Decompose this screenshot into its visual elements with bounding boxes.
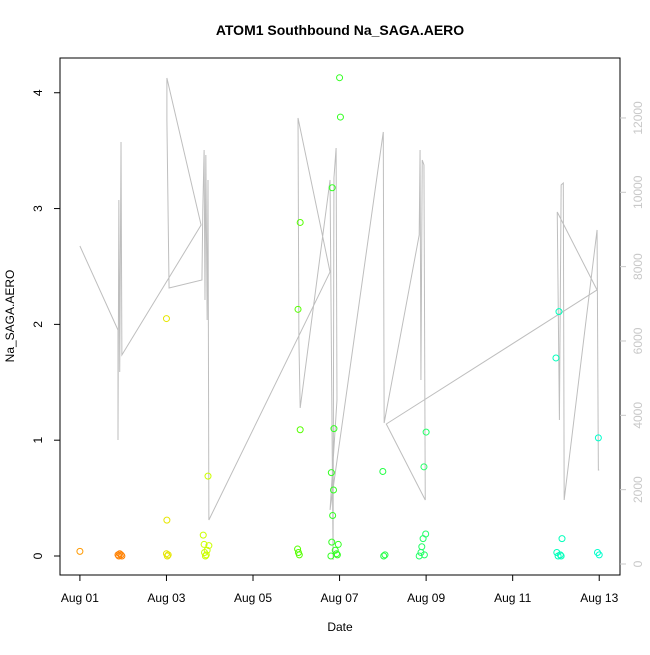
point (336, 113, 344, 121)
point (116, 550, 124, 558)
y-axis-label: Na_SAGA.AERO (3, 270, 17, 363)
y2-tick-label: 10000 (631, 175, 645, 209)
y-tick-label: 3 (31, 205, 45, 212)
point (295, 551, 303, 559)
y2-tick-label: 4000 (631, 402, 645, 429)
point (162, 315, 170, 323)
point (163, 552, 171, 560)
point (117, 551, 125, 559)
point (296, 218, 304, 226)
point (294, 305, 302, 313)
y-tick-label: 2 (31, 321, 45, 328)
point (334, 540, 342, 548)
point (552, 354, 560, 362)
point (556, 551, 564, 559)
point (202, 551, 210, 559)
y2-tick-label: 0 (631, 560, 645, 567)
point (419, 535, 427, 543)
point (415, 552, 423, 560)
point (420, 551, 428, 559)
point (296, 426, 304, 434)
x-tick-label: Aug 01 (61, 591, 99, 605)
y2-tick-label: 8000 (631, 253, 645, 280)
point (420, 463, 428, 471)
point (595, 551, 603, 559)
y2-tick-label: 6000 (631, 327, 645, 354)
point (422, 428, 430, 436)
point (328, 538, 336, 546)
point (333, 550, 341, 558)
x-tick-label: Aug 09 (407, 591, 445, 605)
x-axis-label: Date (327, 620, 353, 634)
point (199, 531, 207, 539)
x-tick-label: Aug 11 (494, 591, 531, 605)
point (164, 551, 172, 559)
y-tick-label: 1 (31, 437, 45, 444)
chart-title: ATOM1 Southbound Na_SAGA.AERO (216, 22, 464, 38)
x-tick-label: Aug 13 (580, 591, 618, 605)
y2-tick-label: 12000 (631, 101, 645, 135)
point (557, 552, 565, 560)
point (327, 552, 335, 560)
point (381, 551, 389, 559)
point (163, 516, 171, 524)
x-tick-label: Aug 03 (147, 591, 185, 605)
point (329, 511, 337, 519)
point (417, 549, 425, 557)
point (118, 552, 126, 560)
point (333, 551, 341, 559)
point (330, 425, 338, 433)
point (380, 552, 388, 560)
point (336, 74, 344, 82)
point (203, 546, 211, 554)
point (555, 308, 563, 316)
point (76, 547, 84, 555)
point (379, 467, 387, 475)
point (205, 542, 213, 550)
y2-tick-label: 2000 (631, 476, 645, 503)
point (594, 434, 602, 442)
point (558, 535, 566, 543)
y-tick-label: 4 (31, 89, 45, 96)
point (114, 551, 122, 559)
point (328, 184, 336, 192)
x-tick-label: Aug 05 (234, 591, 272, 605)
point (200, 540, 208, 548)
point (327, 469, 335, 477)
y-tick-label: 0 (31, 552, 45, 559)
x-tick-label: Aug 07 (321, 591, 359, 605)
line-series (79, 77, 600, 560)
point (204, 472, 212, 480)
point (553, 549, 561, 557)
point (330, 486, 338, 494)
